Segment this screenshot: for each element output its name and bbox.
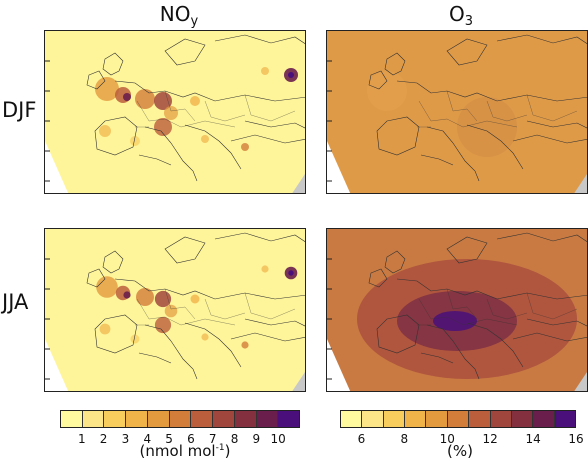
colorbar-tick-label: 8 (230, 432, 239, 446)
noy-djf-map-graphic (45, 31, 305, 193)
o3-djf-map (326, 30, 588, 194)
colorbar-tick-label: 14 (525, 432, 541, 446)
colorbar-swatch (82, 411, 105, 427)
colorbar-swatch (362, 411, 384, 427)
colorbar-swatch (191, 411, 214, 427)
colorbar-tick-label: 1 (77, 432, 86, 446)
colorbar-swatch (169, 411, 192, 427)
colorbar-swatch (447, 411, 470, 427)
colorbar-swatch (383, 411, 406, 427)
colorbar-swatch (341, 411, 363, 427)
colorbar-tick-label: 4 (143, 432, 152, 446)
noy-jja-map-graphic (45, 229, 305, 391)
colorbar-swatch (426, 411, 448, 427)
colorbar-swatch (126, 411, 148, 427)
colorbar-tick-label: 2 (99, 432, 108, 446)
colorbar-swatch (511, 411, 534, 427)
colorbar-tick-label: 9 (252, 432, 261, 446)
colorbar-swatch (554, 411, 575, 427)
colorbar-tick-label: 7 (208, 432, 217, 446)
colorbar-tick-label: 6 (187, 432, 195, 446)
colorbar-swatch (490, 411, 512, 427)
noy-column-title: NOy (159, 2, 199, 29)
jja-row-label: JJA (2, 290, 29, 314)
colorbar-swatch (405, 411, 427, 427)
colorbar-swatch (147, 411, 170, 427)
colorbar-tick-label: 5 (165, 432, 173, 446)
colorbar-swatch (533, 411, 555, 427)
o3-jja-map (326, 228, 588, 392)
colorbar-tick-label: 6 (357, 432, 366, 446)
colorbar-swatch (104, 411, 127, 427)
o3-djf-map-graphic (327, 31, 587, 193)
colorbar-tick-label: 12 (482, 432, 498, 446)
colorbar-swatch (213, 411, 235, 427)
noy-djf-map (44, 30, 306, 194)
colorbar-swatch (469, 411, 491, 427)
colorbar-swatch (234, 411, 257, 427)
colorbar-swatch (61, 411, 83, 427)
djf-row-label: DJF (2, 98, 37, 122)
colorbar-tick-label: 3 (121, 432, 130, 446)
o3-colorbar (340, 410, 576, 428)
colorbar-tick-label: 10 (270, 432, 286, 446)
noy-jja-map (44, 228, 306, 392)
o3-unit-label: (%) (447, 442, 473, 460)
colorbar-swatch (256, 411, 279, 427)
colorbar-tick-label: 8 (400, 432, 409, 446)
colorbar-tick-label: 10 (439, 432, 455, 446)
colorbar-swatch (278, 411, 300, 427)
noy-unit-label: (nmol mol-1) (139, 442, 231, 460)
colorbar-tick-label: 16 (568, 432, 584, 446)
o3-column-title: O3 (448, 2, 474, 29)
noy-colorbar (60, 410, 300, 428)
o3-jja-map-graphic (327, 229, 587, 391)
